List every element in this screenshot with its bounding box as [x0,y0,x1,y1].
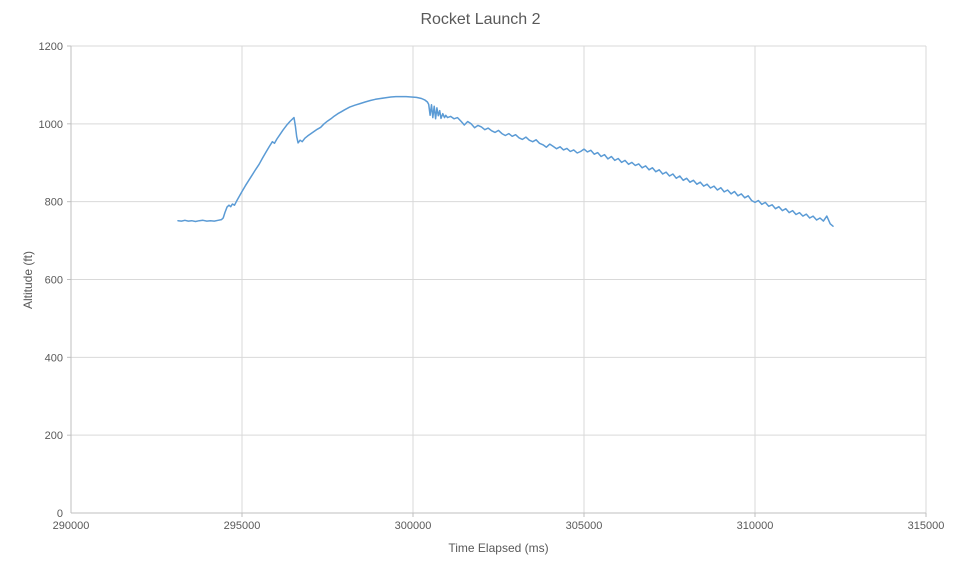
y-axis-title: Altitude (ft) [21,250,35,310]
y-tick-label: 200 [45,430,63,442]
altitude-series-line [177,95,834,227]
x-tick-label: 305000 [566,520,603,532]
y-tick-label: 400 [45,352,63,364]
x-tick-label: 290000 [53,520,90,532]
y-tick-label: 800 [45,197,63,209]
x-tick-label: 315000 [908,520,945,532]
chart-title: Rocket Launch 2 [420,11,541,28]
x-axis-title: Time Elapsed (ms) [448,541,549,555]
x-tick-label: 295000 [224,520,261,532]
y-tick-label: 1000 [39,119,63,131]
y-tick-label: 0 [57,508,63,520]
x-tick-label: 300000 [395,520,432,532]
y-tick-label: 1200 [39,41,63,53]
x-tick-label: 310000 [737,520,774,532]
y-tick-label: 600 [45,275,63,287]
